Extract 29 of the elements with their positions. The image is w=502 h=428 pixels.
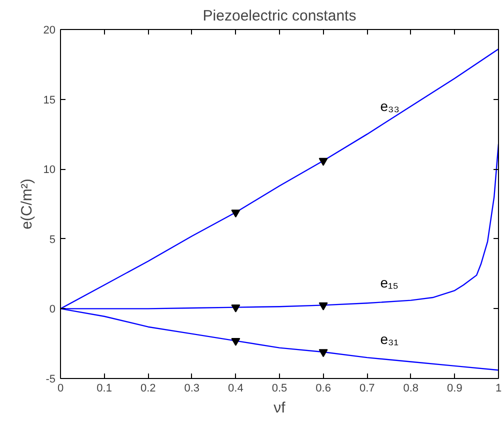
x-axis-title: νf	[274, 400, 286, 416]
x-tick-label: 0.8	[403, 382, 419, 394]
series-label: e₁₅	[380, 274, 398, 290]
x-tick-label: 0.6	[316, 382, 331, 394]
point	[231, 304, 240, 312]
series-label: e₃₃	[380, 98, 400, 114]
x-tick-label: 0	[57, 382, 64, 394]
y-axis-title: e(C/m²)	[18, 178, 36, 230]
point	[231, 338, 240, 346]
chart-title: Piezoelectric constants	[202, 8, 356, 24]
y-tick-label: -5	[46, 374, 56, 386]
x-tick-label: 0.2	[140, 382, 156, 394]
point	[318, 158, 328, 166]
x-tick-label: 0.5	[272, 382, 288, 394]
y-tick-label: 5	[49, 234, 56, 246]
y-tick-label: 20	[43, 24, 56, 36]
point	[231, 210, 240, 218]
y-tick-label: 10	[43, 164, 56, 176]
x-tick-label: 0.4	[228, 382, 244, 394]
y-tick-label: 0	[49, 304, 56, 316]
point	[318, 349, 328, 358]
x-tick-label: 0.1	[96, 382, 112, 394]
x-tick-label: 0.3	[184, 382, 200, 394]
x-tick-label: 0.9	[447, 382, 462, 394]
point	[318, 302, 328, 310]
series-label: e₃₁	[380, 330, 399, 347]
x-tick-label: 1	[495, 382, 502, 394]
y-tick-label: 15	[43, 94, 56, 106]
x-tick-label: 0.7	[359, 382, 375, 394]
